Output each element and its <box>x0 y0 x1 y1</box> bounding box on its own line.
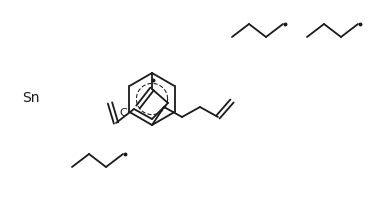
Text: Sn: Sn <box>22 90 39 104</box>
Text: C: C <box>120 107 128 117</box>
